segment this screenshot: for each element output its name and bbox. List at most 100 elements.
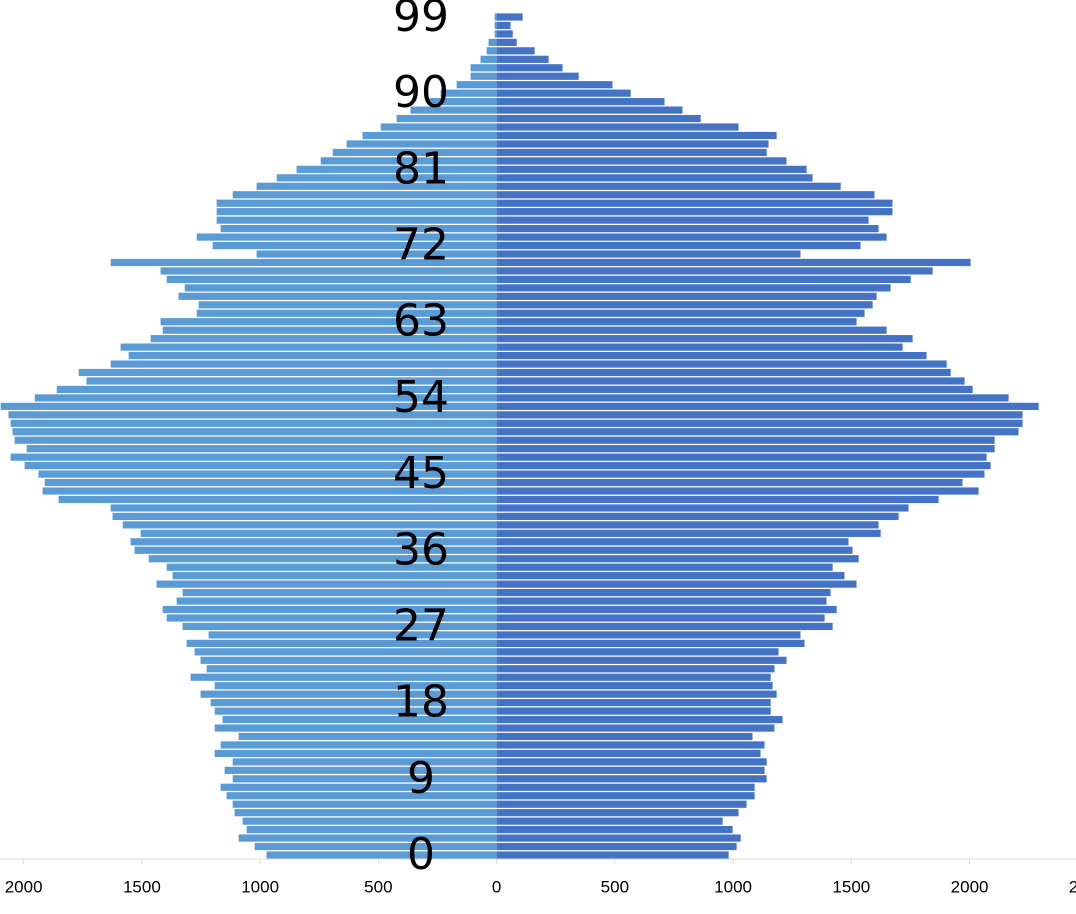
bar <box>496 546 853 554</box>
bar <box>8 411 497 419</box>
bar <box>232 191 497 199</box>
bar <box>44 478 497 487</box>
bar <box>488 38 497 46</box>
bar <box>160 318 497 326</box>
bar <box>496 419 1023 427</box>
bar <box>58 495 497 504</box>
age-label: 45 <box>393 448 449 499</box>
bar <box>110 504 497 512</box>
bar <box>196 233 497 241</box>
bar <box>220 741 497 749</box>
bar <box>496 402 1039 410</box>
bar <box>496 639 805 647</box>
bar <box>190 673 497 681</box>
bar <box>496 21 511 30</box>
bar <box>496 377 965 385</box>
bar <box>216 216 497 224</box>
bar <box>496 538 849 546</box>
age-label: 72 <box>393 220 449 271</box>
bar <box>194 648 497 656</box>
bar <box>172 572 497 580</box>
bar <box>496 64 563 72</box>
bar <box>496 614 825 622</box>
age-label: 54 <box>393 372 449 423</box>
bar <box>496 106 683 114</box>
bar <box>256 182 497 190</box>
bar <box>496 749 761 758</box>
bar <box>496 343 903 351</box>
bar <box>214 724 497 732</box>
bar <box>496 428 1019 436</box>
bar <box>110 258 497 267</box>
x-tick-label: 2000 <box>951 877 989 896</box>
bar <box>232 800 497 808</box>
bar <box>496 851 729 859</box>
age-label: 18 <box>393 677 449 728</box>
age-label: 99 <box>393 0 449 42</box>
bar <box>182 588 497 597</box>
bar <box>440 89 497 97</box>
bar <box>410 106 497 114</box>
bar <box>496 783 755 791</box>
bar <box>14 436 497 444</box>
bar <box>496 521 879 529</box>
age-label: 90 <box>393 67 449 118</box>
bar <box>34 394 497 402</box>
bar <box>496 182 841 190</box>
bar <box>496 148 767 157</box>
bar <box>148 555 497 563</box>
bar <box>496 131 777 140</box>
bar <box>496 817 723 825</box>
bar <box>496 318 857 326</box>
bar <box>496 394 1009 402</box>
age-label: 0 <box>407 829 435 880</box>
bar <box>56 385 497 394</box>
bar <box>496 580 857 588</box>
bar <box>216 208 497 216</box>
bar <box>216 199 497 207</box>
bar <box>496 775 767 783</box>
bar <box>496 55 549 63</box>
bar <box>496 275 911 284</box>
bar <box>130 538 497 546</box>
bar <box>496 673 771 681</box>
bar <box>496 487 979 495</box>
bar <box>496 512 899 521</box>
bar <box>496 800 747 808</box>
bar <box>496 191 875 199</box>
bar <box>496 335 913 343</box>
x-tick-label: 1500 <box>832 877 870 896</box>
bar <box>224 766 497 774</box>
bar <box>210 699 497 707</box>
bar <box>26 445 497 453</box>
bar <box>496 588 831 597</box>
bar <box>470 64 497 72</box>
bar <box>214 682 497 690</box>
bar <box>496 309 865 317</box>
bar <box>380 123 497 131</box>
bar <box>10 453 497 461</box>
age-label: 81 <box>393 143 449 194</box>
bar <box>232 775 497 783</box>
bar <box>112 512 497 521</box>
bar <box>396 114 497 123</box>
bar <box>12 428 497 436</box>
bar <box>496 165 807 173</box>
bar <box>496 284 891 292</box>
bar <box>496 38 517 46</box>
bar <box>496 123 739 131</box>
x-tick-label: 2500 <box>1069 877 1076 896</box>
bar <box>428 98 497 106</box>
bar <box>496 792 755 800</box>
bar <box>198 301 497 309</box>
bar <box>222 715 497 724</box>
bar <box>496 470 985 478</box>
bar <box>496 758 767 766</box>
x-tick-label: 0 <box>492 877 501 896</box>
bar <box>276 174 497 182</box>
bar <box>496 741 765 749</box>
bar <box>150 335 497 343</box>
bar <box>496 267 933 275</box>
bar <box>178 292 497 300</box>
